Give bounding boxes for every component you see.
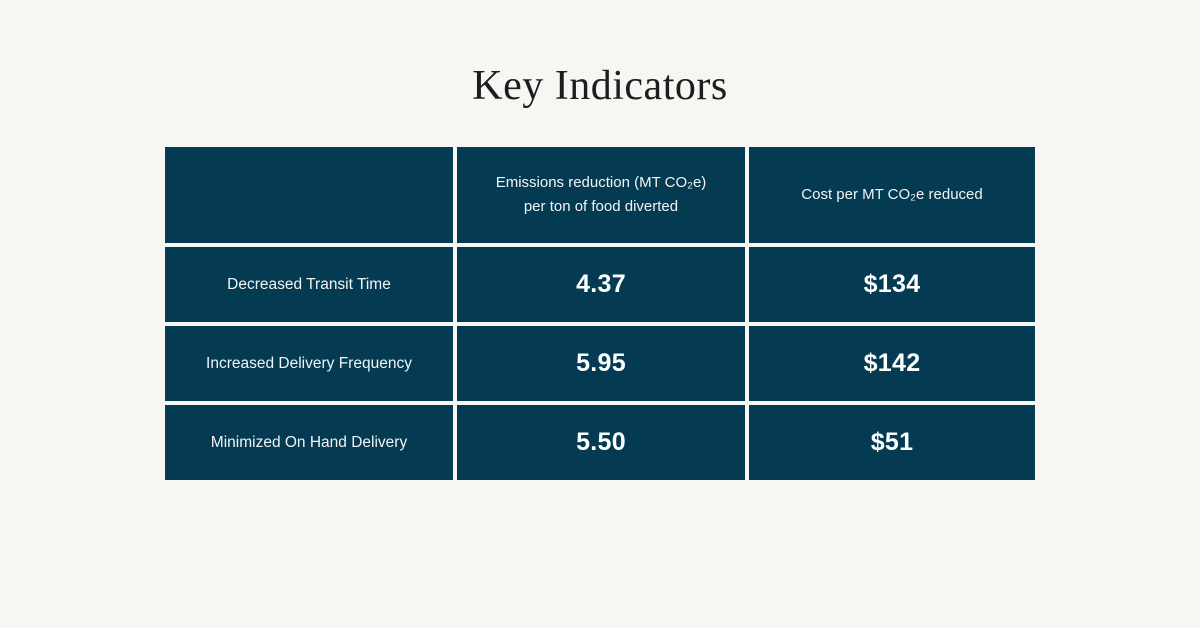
emissions-value: 5.95 [457, 326, 745, 401]
emissions-value: 4.37 [457, 247, 745, 322]
row-label-decreased-transit-time: Decreased Transit Time [165, 247, 453, 322]
column-header-emissions: Emissions reduction (MT CO₂e) per ton of… [457, 147, 745, 243]
cost-value: $51 [749, 405, 1035, 480]
emissions-value: 5.50 [457, 405, 745, 480]
row-label-increased-delivery-frequency: Increased Delivery Frequency [165, 326, 453, 401]
row-label-minimized-on-hand-delivery: Minimized On Hand Delivery [165, 405, 453, 480]
page-title: Key Indicators [472, 63, 728, 109]
cost-value: $134 [749, 247, 1035, 322]
cost-value: $142 [749, 326, 1035, 401]
column-header-cost: Cost per MT CO₂e reduced [749, 147, 1035, 243]
key-indicators-table: Emissions reduction (MT CO₂e) per ton of… [165, 147, 1035, 480]
table-corner-cell [165, 147, 453, 243]
